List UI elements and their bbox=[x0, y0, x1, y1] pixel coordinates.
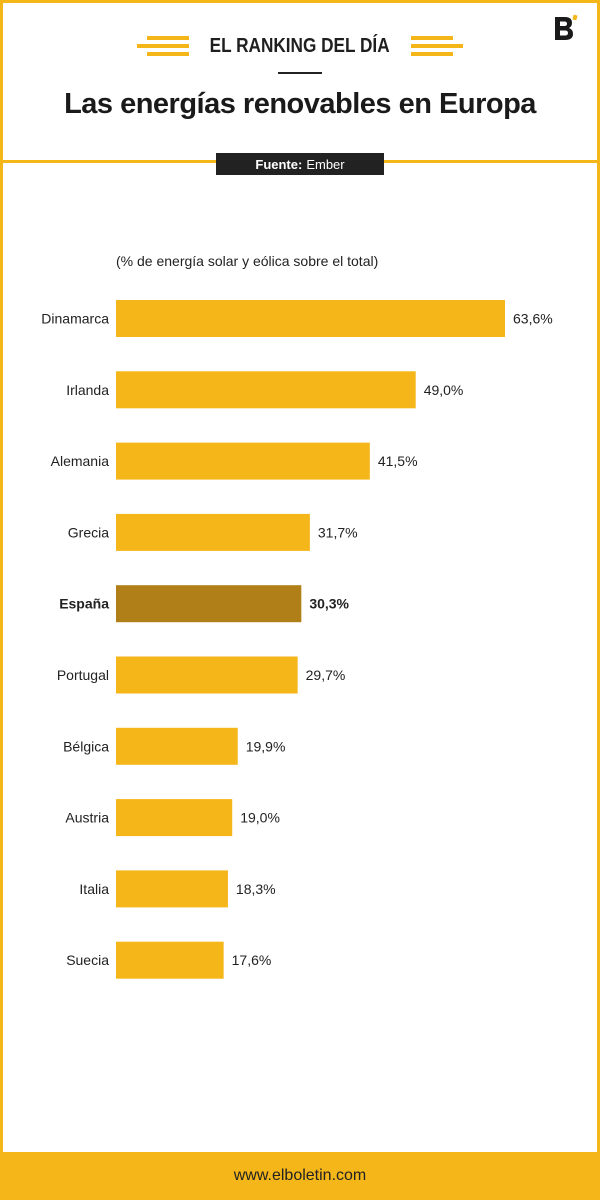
category-label-alemania: Alemania bbox=[51, 453, 110, 469]
value-label-belgica: 19,9% bbox=[246, 738, 286, 754]
brand-logo-icon bbox=[555, 14, 578, 40]
value-label-espana: 30,3% bbox=[309, 596, 349, 612]
page-title: Las energías renovables en Europa bbox=[64, 88, 536, 120]
category-label-portugal: Portugal bbox=[57, 667, 109, 683]
bar-suecia bbox=[116, 941, 224, 979]
category-label-irlanda: Irlanda bbox=[66, 382, 109, 398]
bar-grecia bbox=[116, 513, 310, 551]
value-label-italia: 18,3% bbox=[236, 881, 276, 897]
category-label-espana: España bbox=[59, 596, 109, 612]
footer: www.elboletin.com bbox=[0, 1152, 600, 1200]
kicker-row: EL RANKING DEL DÍA bbox=[0, 33, 600, 59]
value-label-portugal: 29,7% bbox=[306, 667, 346, 683]
stripes-decoration bbox=[137, 36, 190, 56]
value-label-dinamarca: 63,6% bbox=[513, 311, 553, 327]
bar-italia bbox=[116, 870, 228, 908]
source-label: Fuente: bbox=[255, 156, 303, 172]
bar-chart: Dinamarca 63,6% Irlanda 49,0% Alemania 41,5% G… bbox=[41, 300, 553, 979]
value-label-austria: 19,0% bbox=[240, 810, 280, 826]
bar-austria bbox=[116, 799, 233, 837]
header: EL RANKING DEL DÍA Las energías renovabl… bbox=[0, 0, 600, 163]
category-label-austria: Austria bbox=[65, 810, 109, 826]
kicker-label: EL RANKING DEL DÍA bbox=[210, 34, 390, 57]
title-divider bbox=[278, 72, 322, 74]
bar-portugal bbox=[116, 656, 298, 694]
category-label-suecia: Suecia bbox=[66, 952, 109, 968]
chart-subtitle: (% de energía solar y eólica sobre el to… bbox=[116, 253, 379, 269]
bar-dinamarca bbox=[116, 300, 505, 337]
bar-alemania bbox=[116, 442, 370, 480]
source-value: Ember bbox=[306, 156, 345, 172]
category-label-grecia: Grecia bbox=[68, 524, 109, 540]
bar-belgica bbox=[116, 727, 238, 765]
value-label-alemania: 41,5% bbox=[378, 453, 418, 469]
source-badge: Fuente: Ember bbox=[216, 153, 384, 175]
value-label-suecia: 17,6% bbox=[232, 952, 272, 968]
category-label-italia: Italia bbox=[79, 881, 109, 897]
value-label-grecia: 31,7% bbox=[318, 524, 358, 540]
bar-irlanda bbox=[116, 371, 416, 409]
value-label-irlanda: 49,0% bbox=[424, 382, 464, 398]
category-label-belgica: Bélgica bbox=[63, 738, 109, 754]
bar-espana bbox=[116, 585, 302, 623]
stripes-decoration bbox=[410, 36, 463, 56]
footer-url[interactable]: www.elboletin.com bbox=[233, 1167, 367, 1184]
category-label-dinamarca: Dinamarca bbox=[41, 311, 109, 327]
